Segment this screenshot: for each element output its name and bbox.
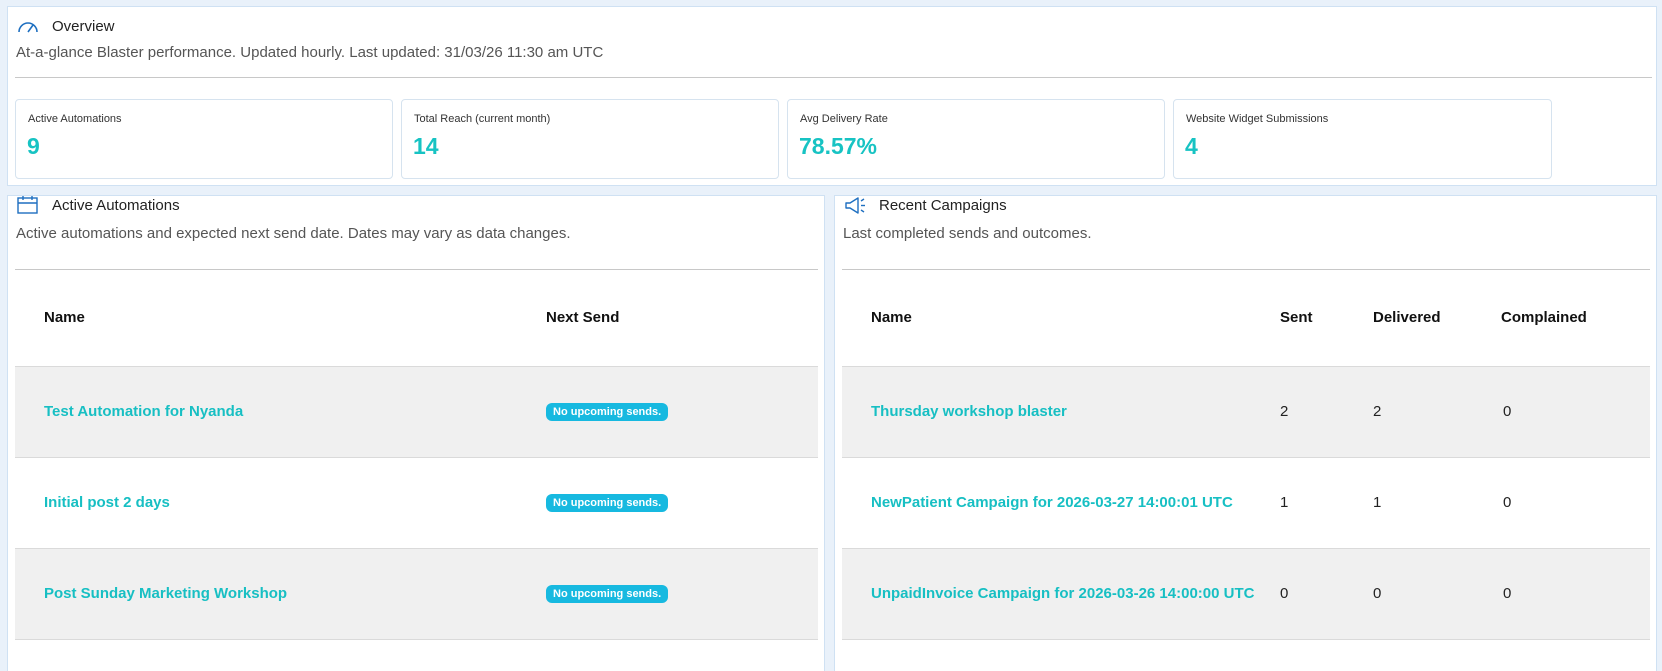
sent-cell: 2 xyxy=(1280,366,1373,458)
automations-divider xyxy=(15,269,818,270)
status-badge: No upcoming sends. xyxy=(546,403,669,421)
overview-title: Overview xyxy=(52,17,115,35)
campaigns-divider xyxy=(842,269,1650,270)
delivered-cell: 2 xyxy=(1373,366,1501,458)
delivered-cell: 0 xyxy=(1373,548,1501,640)
campaigns-table: Name Sent Delivered Complained Thursday … xyxy=(842,270,1650,640)
campaign-link[interactable]: NewPatient Campaign for 2026-03-27 14:00… xyxy=(871,494,1233,511)
automation-name-cell: Initial post 2 days xyxy=(15,457,517,549)
stat-label: Website Widget Submissions xyxy=(1186,113,1329,125)
campaign-name-cell: Thursday workshop blaster xyxy=(842,366,1280,458)
column-header-sent: Sent xyxy=(1280,270,1373,367)
automation-name-cell: Post Sunday Marketing Workshop xyxy=(15,548,517,640)
overview-header: Overview xyxy=(16,16,115,36)
stat-value: 78.57% xyxy=(799,133,878,159)
megaphone-icon xyxy=(843,195,867,215)
campaign-link[interactable]: Thursday workshop blaster xyxy=(871,403,1067,420)
campaign-name-cell: NewPatient Campaign for 2026-03-27 14:00… xyxy=(842,457,1280,549)
next-send-cell: No upcoming sends. xyxy=(517,457,818,549)
campaigns-description: Last completed sends and outcomes. xyxy=(843,225,1092,242)
stat-card-avg-delivery-rate: Avg Delivery Rate 78.57% xyxy=(787,99,1165,179)
campaign-name-cell: UnpaidInvoice Campaign for 2026-03-26 14… xyxy=(842,548,1280,640)
calendar-icon xyxy=(16,195,40,215)
column-header-next-send: Next Send xyxy=(517,270,818,367)
stat-label: Active Automations xyxy=(28,113,122,125)
status-badge: No upcoming sends. xyxy=(546,494,669,512)
active-automations-panel: Active Automations Active automations an… xyxy=(7,195,825,671)
automation-link[interactable]: Post Sunday Marketing Workshop xyxy=(44,585,288,602)
column-header-name: Name xyxy=(15,270,517,367)
table-row: Thursday workshop blaster 2 2 0 xyxy=(842,366,1650,458)
table-row: Post Sunday Marketing Workshop No upcomi… xyxy=(15,548,818,640)
overview-divider xyxy=(15,77,1652,78)
campaigns-title: Recent Campaigns xyxy=(879,196,1007,214)
table-row: NewPatient Campaign for 2026-03-27 14:00… xyxy=(842,457,1650,549)
table-row: Initial post 2 days No upcoming sends. xyxy=(15,457,818,549)
campaign-link[interactable]: UnpaidInvoice Campaign for 2026-03-26 14… xyxy=(871,585,1255,602)
automation-link[interactable]: Test Automation for Nyanda xyxy=(44,403,244,420)
overview-panel: Overview At-a-glance Blaster performance… xyxy=(7,6,1657,186)
column-header-name: Name xyxy=(842,270,1280,367)
table-row: Test Automation for Nyanda No upcoming s… xyxy=(15,366,818,458)
automation-name-cell: Test Automation for Nyanda xyxy=(15,366,517,458)
recent-campaigns-panel: Recent Campaigns Last completed sends an… xyxy=(834,195,1657,671)
automation-link[interactable]: Initial post 2 days xyxy=(44,494,170,511)
next-send-cell: No upcoming sends. xyxy=(517,366,818,458)
stat-value: 14 xyxy=(413,133,439,159)
sent-cell: 1 xyxy=(1280,457,1373,549)
complained-cell: 0 xyxy=(1501,548,1650,640)
table-row: UnpaidInvoice Campaign for 2026-03-26 14… xyxy=(842,548,1650,640)
stat-value: 9 xyxy=(27,133,40,159)
status-badge: No upcoming sends. xyxy=(546,585,669,603)
stat-label: Avg Delivery Rate xyxy=(800,113,888,125)
automations-header: Active Automations xyxy=(16,193,180,217)
table-header-row: Name Next Send xyxy=(15,270,818,367)
column-header-complained: Complained xyxy=(1501,270,1650,367)
automations-table: Name Next Send Test Automation for Nyand… xyxy=(15,270,818,640)
stat-label: Total Reach (current month) xyxy=(414,113,551,125)
automations-title: Active Automations xyxy=(52,196,180,214)
stat-card-total-reach: Total Reach (current month) 14 xyxy=(401,99,779,179)
stat-value: 4 xyxy=(1185,133,1198,159)
column-header-delivered: Delivered xyxy=(1373,270,1501,367)
campaigns-header: Recent Campaigns xyxy=(843,193,1007,217)
overview-description: At-a-glance Blaster performance. Updated… xyxy=(16,44,604,61)
next-send-cell: No upcoming sends. xyxy=(517,548,818,640)
automations-description: Active automations and expected next sen… xyxy=(16,225,571,242)
stat-card-widget-submissions: Website Widget Submissions 4 xyxy=(1173,99,1552,179)
table-header-row: Name Sent Delivered Complained xyxy=(842,270,1650,367)
complained-cell: 0 xyxy=(1501,457,1650,549)
stat-card-active-automations: Active Automations 9 xyxy=(15,99,393,179)
complained-cell: 0 xyxy=(1501,366,1650,458)
gauge-icon xyxy=(16,16,40,36)
sent-cell: 0 xyxy=(1280,548,1373,640)
delivered-cell: 1 xyxy=(1373,457,1501,549)
